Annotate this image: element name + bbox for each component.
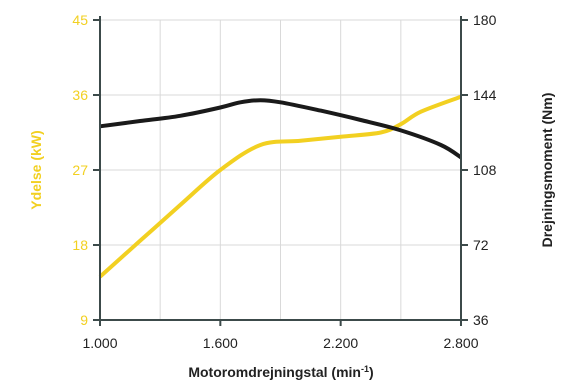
right-y-axis-title: Drejningsmoment (Nm) [539, 93, 555, 248]
left-tick-label: 45 [72, 12, 88, 28]
left-tick-label: 36 [72, 87, 88, 103]
right-tick-label: 108 [473, 162, 497, 178]
series-lines [98, 94, 463, 279]
x-axis-title: Motoromdrejningstal (min-1) [188, 364, 373, 380]
x-tick-label: 1.000 [82, 335, 117, 351]
grid [100, 19, 461, 320]
right-tick-label: 36 [473, 312, 489, 328]
tick-labels: 45 36 27 18 9 180 144 108 72 36 1.000 1.600 2.200 2.8… [72, 12, 496, 351]
axes [93, 16, 468, 326]
right-tick-label: 180 [473, 12, 497, 28]
torque-series-line [99, 98, 463, 160]
right-tick-label: 72 [473, 237, 489, 253]
x-tick-label: 1.600 [203, 335, 238, 351]
x-tick-label: 2.800 [443, 335, 478, 351]
left-y-axis-title: Ydelse (kW) [28, 130, 44, 209]
x-tick-label: 2.200 [323, 335, 358, 351]
left-tick-label: 18 [72, 237, 88, 253]
power-series-line [98, 94, 462, 279]
right-tick-label: 144 [473, 87, 497, 103]
left-tick-label: 27 [72, 162, 88, 178]
left-tick-label: 9 [80, 312, 88, 328]
